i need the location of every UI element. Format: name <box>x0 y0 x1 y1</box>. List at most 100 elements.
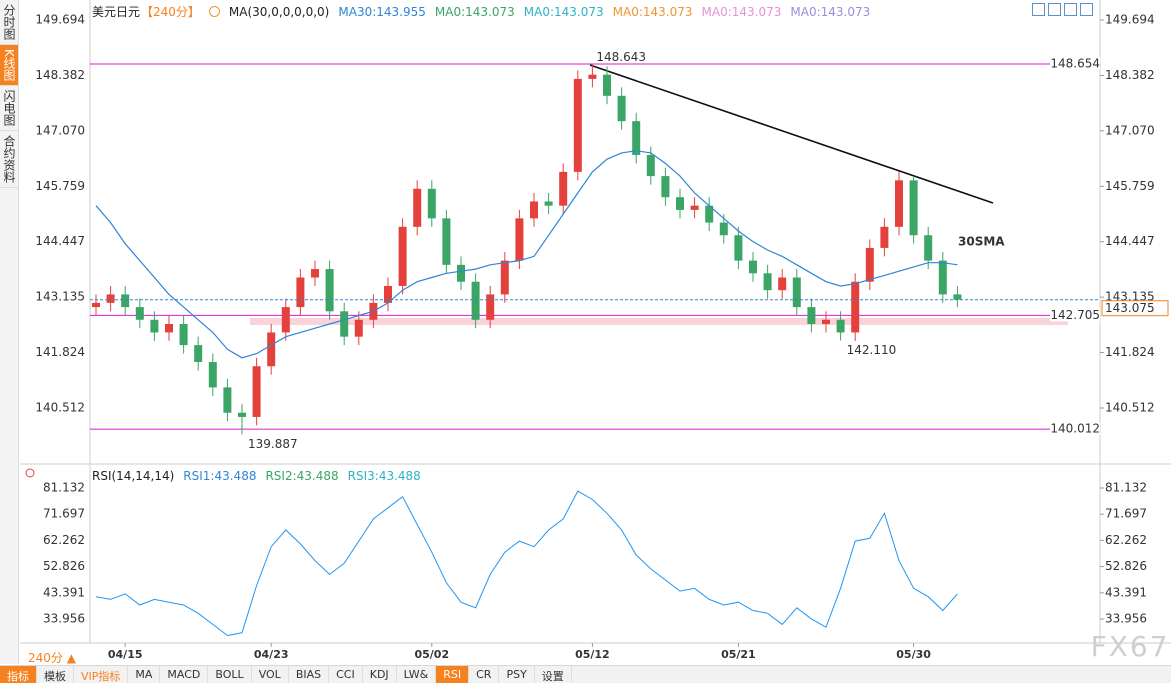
candle-body <box>442 218 451 265</box>
candle-body <box>719 222 728 236</box>
candle-body <box>822 319 830 324</box>
trend-line <box>589 64 994 204</box>
candle-body <box>792 277 801 308</box>
y-tick-label-right: 143.135 <box>1105 290 1155 304</box>
y-tick-label-right: 140.512 <box>1105 400 1155 414</box>
candle-body <box>281 307 290 333</box>
candle-body <box>223 387 232 413</box>
candle-body <box>92 302 100 308</box>
toolbar-tab[interactable]: CR <box>469 666 500 683</box>
candle-body <box>690 205 699 210</box>
candle-body <box>807 307 816 324</box>
candle-body <box>384 285 392 303</box>
x-tick-label: 04/23 <box>254 648 289 661</box>
high-label: 148.643 <box>596 50 646 64</box>
candle-body <box>311 269 319 278</box>
candle-body <box>194 345 203 363</box>
chart-header: 美元日元 【240分】 MA(30,0,0,0,0,0) MA30:143.955… <box>92 3 870 20</box>
period-selector[interactable]: 240分 ▲ <box>28 651 76 665</box>
tool-icon[interactable] <box>1064 3 1077 16</box>
candle-body <box>427 188 436 219</box>
candle-body <box>924 235 933 261</box>
level-label: 142.705 <box>1050 308 1100 322</box>
toolbar-tab[interactable]: KDJ <box>363 666 397 683</box>
y-tick-label-right: 81.132 <box>1105 480 1147 494</box>
level-label-bg <box>1050 56 1100 70</box>
x-tick-label: 05/02 <box>414 648 449 661</box>
level-label-bg <box>1050 308 1100 322</box>
toggle-icon[interactable] <box>208 6 220 17</box>
tool-icon[interactable] <box>1032 3 1045 16</box>
y-tick-label-right: 145.759 <box>1105 179 1155 193</box>
toolbar-tab[interactable]: 设置 <box>535 666 572 683</box>
settings-icon[interactable] <box>25 468 35 478</box>
toolbar-tab[interactable]: PSY <box>499 666 535 683</box>
toolbar-tab[interactable]: RSI <box>436 666 470 683</box>
candle-body <box>238 412 246 417</box>
rsi-header: RSI(14,14,14) RSI1:43.488 RSI2:43.488 RSI3:… <box>92 469 421 483</box>
low-label: 139.887 <box>248 437 298 451</box>
candle-body <box>544 201 553 206</box>
candle-body <box>603 74 611 96</box>
y-tick-label: 62.262 <box>43 533 85 547</box>
candle-body <box>909 180 918 236</box>
candle-body <box>559 171 568 206</box>
y-tick-label-right: 62.262 <box>1105 533 1147 547</box>
level-label: 140.012 <box>1050 422 1100 436</box>
watermark: FX678 <box>1091 630 1171 663</box>
y-tick-label-right: 144.447 <box>1105 234 1155 248</box>
toolbar-tab[interactable]: BOLL <box>208 666 252 683</box>
toolbar-tab[interactable]: MACD <box>160 666 209 683</box>
tool-icon[interactable] <box>1048 3 1061 16</box>
candle-body <box>150 319 159 333</box>
period[interactable]: 【240分】 <box>141 5 200 19</box>
legend-item: RSI2:43.488 <box>265 469 339 483</box>
toolbar-tab[interactable]: 模板 <box>37 666 74 683</box>
legend-item: MA0:143.073 <box>701 4 782 19</box>
legend-item: MA0:143.073 <box>523 4 604 19</box>
candle-body <box>632 121 641 155</box>
sidebar: 分时图 K线图 闪电图 合约资料 <box>0 0 19 664</box>
level-label: 148.654 <box>1050 56 1100 70</box>
y-tick-label: 141.824 <box>35 345 85 359</box>
candle-body <box>457 264 465 282</box>
candle-body <box>588 74 597 79</box>
y-tick-label-right: 147.070 <box>1105 123 1155 137</box>
toolbar-tab[interactable]: 指标 <box>0 666 37 683</box>
y-tick-label: 52.826 <box>43 559 85 573</box>
candle-body <box>208 362 217 388</box>
candle-body <box>267 332 276 367</box>
toolbar-tab[interactable]: VOL <box>252 666 289 683</box>
candle-body <box>500 260 509 295</box>
sidebar-tab[interactable]: 合约资料 <box>0 131 18 188</box>
sidebar-tab[interactable]: 分时图 <box>0 0 18 45</box>
sidebar-tab[interactable]: K线图 <box>0 45 18 86</box>
candle-body <box>646 154 655 177</box>
tool-icon[interactable] <box>1080 3 1093 16</box>
candle-body <box>471 281 480 320</box>
y-tick-label: 145.759 <box>35 179 85 193</box>
sidebar-tab[interactable]: 闪电图 <box>0 86 18 131</box>
y-tick-label-right: 71.697 <box>1105 507 1147 521</box>
y-tick-label: 148.382 <box>35 68 85 82</box>
toolbar: 指标 模板 VIP指标 MA MACD BOLL VOL BIAS CCI KD… <box>0 665 1171 683</box>
candle-body <box>340 311 349 337</box>
toolbar-tab[interactable]: BIAS <box>289 666 330 683</box>
level-label-bg <box>1050 422 1100 436</box>
y-tick-label: 43.391 <box>43 585 85 599</box>
candle-body <box>705 205 714 223</box>
candle-body <box>165 323 173 333</box>
candle-body <box>749 260 757 274</box>
toolbar-tab[interactable]: MA <box>128 666 161 683</box>
low-label: 142.110 <box>847 343 897 357</box>
y-tick-label-right: 52.826 <box>1105 559 1147 573</box>
symbol: 美元日元 <box>92 5 141 19</box>
legend-item: MA0:143.073 <box>612 4 693 19</box>
toolbar-tab[interactable]: LW& <box>397 666 437 683</box>
candle-body <box>413 188 422 227</box>
toolbar-tab[interactable]: VIP指标 <box>74 666 129 683</box>
toolbar-tab[interactable]: CCI <box>329 666 363 683</box>
legend-item: MA(30,0,0,0,0,0) <box>228 4 330 19</box>
candle-body <box>530 201 538 219</box>
